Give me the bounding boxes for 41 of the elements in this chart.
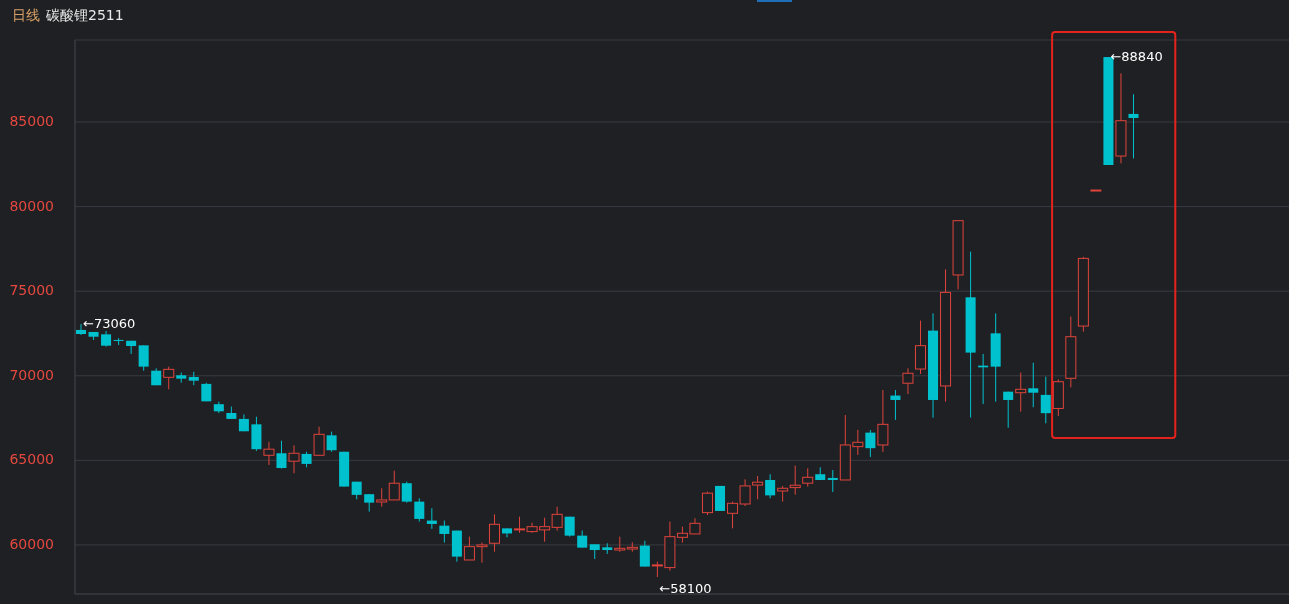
y-tick-label: 65000 [9, 451, 54, 468]
candlestick [827, 469, 838, 493]
candlestick [902, 367, 914, 395]
annotation: ←73060 [83, 315, 136, 331]
chart-subtitle: 碳酸锂2511 [45, 7, 124, 23]
candlestick [163, 366, 175, 390]
candlestick [1015, 372, 1027, 413]
candlestick [890, 389, 901, 421]
candlestick [802, 467, 814, 488]
candlestick [376, 487, 388, 508]
candlestick [263, 441, 275, 466]
chart-title: 日线 [12, 7, 40, 23]
candlestick [388, 470, 400, 501]
candlestick [414, 497, 425, 523]
candlestick [313, 426, 325, 457]
candlestick [288, 444, 300, 474]
candlestick [914, 320, 926, 375]
annotation: ←58100 [659, 580, 712, 596]
y-tick-label: 75000 [9, 282, 54, 299]
candlestick [401, 481, 412, 504]
candlestick [789, 465, 801, 496]
candlestick [1040, 376, 1051, 424]
candlestick [439, 520, 450, 544]
y-tick-label: 60000 [9, 535, 54, 552]
candlestick [138, 344, 149, 372]
candlestick [639, 540, 650, 568]
candlestick [326, 431, 337, 453]
candlestick [765, 473, 776, 499]
candlestick [1003, 391, 1014, 429]
y-tick-label: 85000 [9, 113, 54, 130]
candlestick [276, 440, 287, 470]
candlestick [865, 429, 876, 458]
candlestick [701, 491, 713, 516]
annotation: ←88840 [1110, 48, 1163, 64]
candlestick [877, 389, 889, 453]
y-tick-label: 70000 [9, 366, 54, 383]
candlestick [488, 513, 500, 553]
candlestick [126, 340, 137, 355]
candlestick [1128, 93, 1139, 159]
candlestick [1028, 362, 1039, 408]
y-tick-label: 80000 [9, 197, 54, 214]
